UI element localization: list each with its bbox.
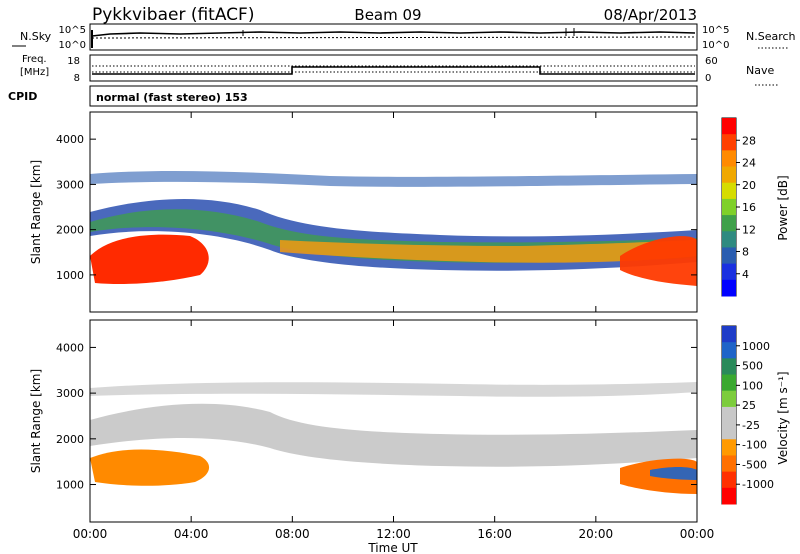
power-colorbar-swatch — [722, 182, 736, 200]
power-panel: Slant Range [km] 1000 2000 3000 4000 28 24 20… — [29, 111, 790, 313]
velocity-colorbar-swatch — [722, 423, 736, 440]
power-orange-band — [280, 240, 697, 263]
power-ytick-label: 2000 — [56, 224, 84, 237]
nsky-panel: N.Sky 10^5 10^0 10^5 10^0 N.Search — [12, 23, 796, 51]
x-tick-label: 08:00 — [275, 527, 310, 541]
power-ytick-label: 4000 — [56, 133, 84, 146]
freq-label: Freq. — [22, 54, 47, 65]
velocity-colorbar-swatches — [722, 326, 736, 505]
velocity-colorbar-swatch — [722, 471, 736, 489]
power-colorbar-swatch — [722, 166, 736, 184]
velocity-colorbar-label: Velocity [m s⁻¹] — [776, 371, 790, 464]
cpid-label: CPID — [8, 90, 37, 103]
power-right-red-patch — [620, 236, 697, 286]
velocity-colorbar-swatch — [722, 374, 736, 392]
cpid-text: normal (fast stereo) 153 — [96, 91, 248, 104]
velocity-colorbar-swatch — [722, 390, 736, 408]
velocity-upper-gray — [90, 382, 697, 397]
velocity-colorbar-swatch — [722, 342, 736, 359]
power-colorbar-label: Power [dB] — [776, 175, 790, 240]
velocity-colorbar-tick-label: 100 — [742, 379, 763, 392]
velocity-ytick-label: 1000 — [56, 479, 84, 492]
velocity-colorbar-swatch — [722, 439, 736, 456]
power-colorbar-swatch — [722, 134, 736, 151]
nsky-label: N.Sky — [20, 30, 52, 43]
velocity-colorbar-tick-label: -25 — [742, 419, 760, 432]
velocity-ytick-label: 2000 — [56, 433, 84, 446]
power-colorbar-swatch — [722, 150, 736, 168]
power-colorbar-tick-label: 20 — [742, 179, 756, 192]
velocity-image — [90, 382, 697, 494]
nsky-tick-top: 10^5 — [59, 25, 86, 36]
power-lower-red-patch — [90, 234, 209, 285]
x-tick-label: 00:00 — [73, 527, 108, 541]
velocity-colorbar-tick-label: 1000 — [742, 340, 770, 353]
nsearch-tick-bottom: 10^0 — [702, 40, 729, 51]
beam-label: Beam 09 — [354, 6, 421, 24]
power-top-scatter — [90, 170, 697, 187]
nsky-tick-bottom: 10^0 — [59, 40, 86, 51]
power-colorbar-tick-label: 4 — [742, 268, 749, 281]
velocity-colorbar-swatch — [722, 326, 736, 343]
power-colorbar-swatch — [722, 215, 736, 232]
freq-tick-bottom: 8 — [74, 73, 80, 84]
power-colorbar-swatch — [722, 231, 736, 248]
velocity-colorbar-swatch — [722, 358, 736, 376]
velocity-colorbar-swatch — [722, 455, 736, 473]
power-ylabel: Slant Range [km] — [29, 160, 43, 264]
date-label: 08/Apr/2013 — [604, 6, 697, 24]
power-colorbar-tick-label: 12 — [742, 223, 756, 236]
power-colorbar-swatch — [722, 263, 736, 281]
velocity-right-blue-patch — [650, 467, 697, 480]
nsearch-label: N.Search — [746, 30, 796, 43]
freq-panel: Freq. [MHz] 18 8 60 0 Nave — [20, 54, 778, 86]
freq-unit: [MHz] — [20, 67, 49, 78]
power-colorbar-swatch — [722, 118, 736, 135]
x-tick-label: 20:00 — [579, 527, 614, 541]
velocity-colorbar-tick-label: 500 — [742, 360, 763, 373]
velocity-lower-orange-patch — [90, 449, 210, 486]
freq-tick-top: 18 — [67, 56, 80, 67]
velocity-ytick-label: 3000 — [56, 387, 84, 400]
velocity-ytick-label: 4000 — [56, 341, 84, 354]
power-ytick-label: 1000 — [56, 269, 84, 282]
velocity-colorbar-tick-label: -1000 — [742, 478, 774, 491]
power-image — [90, 170, 697, 286]
velocity-colorbar-tick-label: -100 — [742, 439, 767, 452]
velocity-colorbar-swatch — [722, 487, 736, 505]
nave-tick-bottom: 0 — [705, 73, 711, 84]
power-ytick-label: 3000 — [56, 178, 84, 191]
power-colorbar-swatch — [722, 198, 736, 216]
velocity-colorbar-tick-label: 25 — [742, 399, 756, 412]
velocity-colorbar-swatch — [722, 406, 736, 424]
nsky-trace — [91, 31, 696, 37]
power-colorbar-tick-label: 16 — [742, 201, 756, 214]
radar-name: Pykkvibaer (fitACF) — [92, 5, 254, 25]
power-colorbar-tick-label: 24 — [742, 157, 756, 170]
nave-tick-top: 60 — [705, 56, 718, 67]
x-tick-label: 16:00 — [477, 527, 512, 541]
power-colorbar-swatch — [722, 279, 736, 297]
x-tick-label: 12:00 — [376, 527, 411, 541]
nsearch-tick-top: 10^5 — [702, 25, 729, 36]
velocity-panel: Slant Range [km] 1000 2000 3000 4000 00:00 0… — [29, 112, 790, 554]
x-axis-label: Time UT — [367, 541, 418, 554]
x-tick-label: 00:00 — [680, 527, 715, 541]
velocity-ylabel: Slant Range [km] — [29, 369, 43, 473]
power-colorbar-tick-label: 28 — [742, 134, 756, 147]
nsearch-trace — [91, 36, 696, 39]
power-colorbar-swatches — [722, 118, 736, 297]
freq-trace — [92, 66, 695, 75]
nave-label: Nave — [746, 64, 774, 77]
velocity-colorbar-tick-label: -500 — [742, 458, 767, 471]
x-tick-label: 04:00 — [174, 527, 209, 541]
power-colorbar-swatch — [722, 247, 736, 265]
velocity-gray-band — [90, 403, 697, 467]
power-colorbar-tick-label: 8 — [742, 246, 749, 259]
